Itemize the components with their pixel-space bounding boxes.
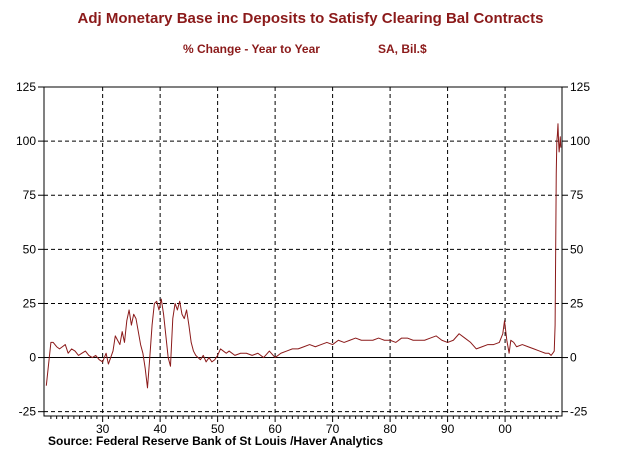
x-tick-label: 30 <box>96 422 110 436</box>
chart-subtitle-measure: % Change - Year to Year <box>183 42 320 56</box>
y-tick-label-right: 0 <box>570 351 577 365</box>
x-tick-label: 90 <box>441 422 455 436</box>
y-tick-label-left: 100 <box>16 134 36 148</box>
y-tick-label-left: -25 <box>19 405 37 419</box>
x-tick-label: 70 <box>326 422 340 436</box>
chart-subtitle-units: SA, Bil.$ <box>378 42 427 56</box>
x-tick-label: 50 <box>211 422 225 436</box>
y-tick-label-right: 75 <box>570 188 584 202</box>
series-line <box>45 123 562 389</box>
chart-title: Adj Monetary Base inc Deposits to Satisf… <box>77 10 544 27</box>
x-tick-label: 80 <box>383 422 397 436</box>
source-note: Source: Federal Reserve Bank of St Louis… <box>48 434 384 448</box>
axis-ticks <box>38 86 568 422</box>
y-tick-label-left: 25 <box>23 296 37 310</box>
y-tick-label-right: 50 <box>570 242 584 256</box>
x-tick-label: 40 <box>153 422 167 436</box>
x-tick-label: 60 <box>268 422 282 436</box>
y-tick-label-right: 100 <box>570 134 590 148</box>
grid-lines <box>44 87 562 416</box>
series-layer <box>45 123 562 389</box>
x-tick-label: 00 <box>498 422 512 436</box>
y-tick-label-right: 125 <box>570 80 590 94</box>
y-tick-label-left: 50 <box>23 242 37 256</box>
y-tick-label-left: 0 <box>29 351 36 365</box>
y-tick-label-right: 25 <box>570 296 584 310</box>
y-tick-label-right: -25 <box>570 405 588 419</box>
plot-frame <box>43 86 563 417</box>
y-tick-label-left: 125 <box>16 80 36 94</box>
y-tick-label-left: 75 <box>23 188 37 202</box>
